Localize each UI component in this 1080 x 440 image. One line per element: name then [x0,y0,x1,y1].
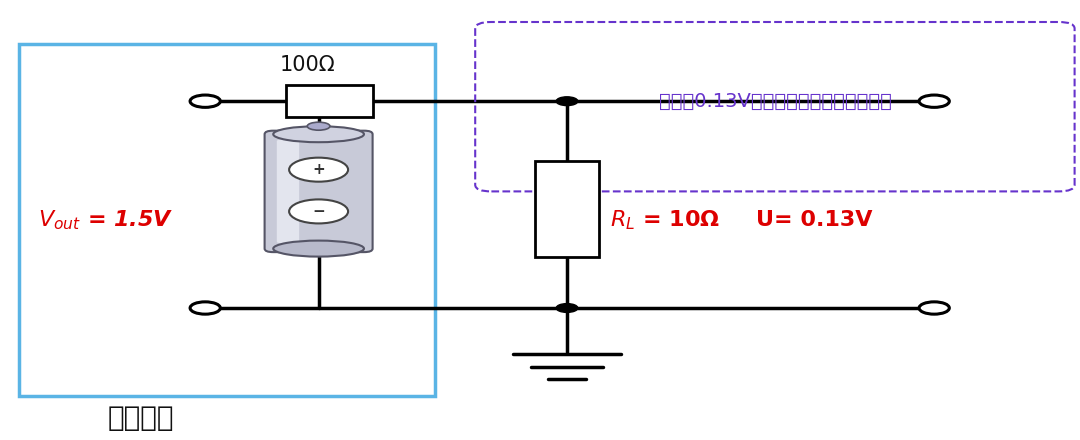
Text: $R_L$ = 10Ω: $R_L$ = 10Ω [610,208,720,232]
Text: 输出模块: 输出模块 [107,404,174,432]
Circle shape [919,95,949,107]
Circle shape [289,199,348,224]
Text: +: + [312,162,325,177]
Circle shape [190,95,220,107]
Ellipse shape [273,126,364,142]
Circle shape [919,302,949,314]
Bar [19,44,435,396]
FancyBboxPatch shape [276,140,299,243]
Circle shape [556,304,578,312]
Ellipse shape [307,122,329,130]
Text: $\mathbf{\it{V}_{out}}$ = 1.5V: $\mathbf{\it{V}_{out}}$ = 1.5V [38,208,174,232]
Text: 100Ω: 100Ω [280,55,336,75]
Bar [286,85,373,117]
Bar [535,161,599,257]
Ellipse shape [273,241,364,257]
FancyBboxPatch shape [265,131,373,252]
Text: 我只有0.13V？你这是什么鸟垃圾电源！: 我只有0.13V？你这是什么鸟垃圾电源！ [659,92,892,111]
Text: U= 0.13V: U= 0.13V [756,210,873,230]
Circle shape [289,158,348,182]
Circle shape [556,97,578,106]
Text: −: − [312,204,325,219]
Circle shape [190,302,220,314]
